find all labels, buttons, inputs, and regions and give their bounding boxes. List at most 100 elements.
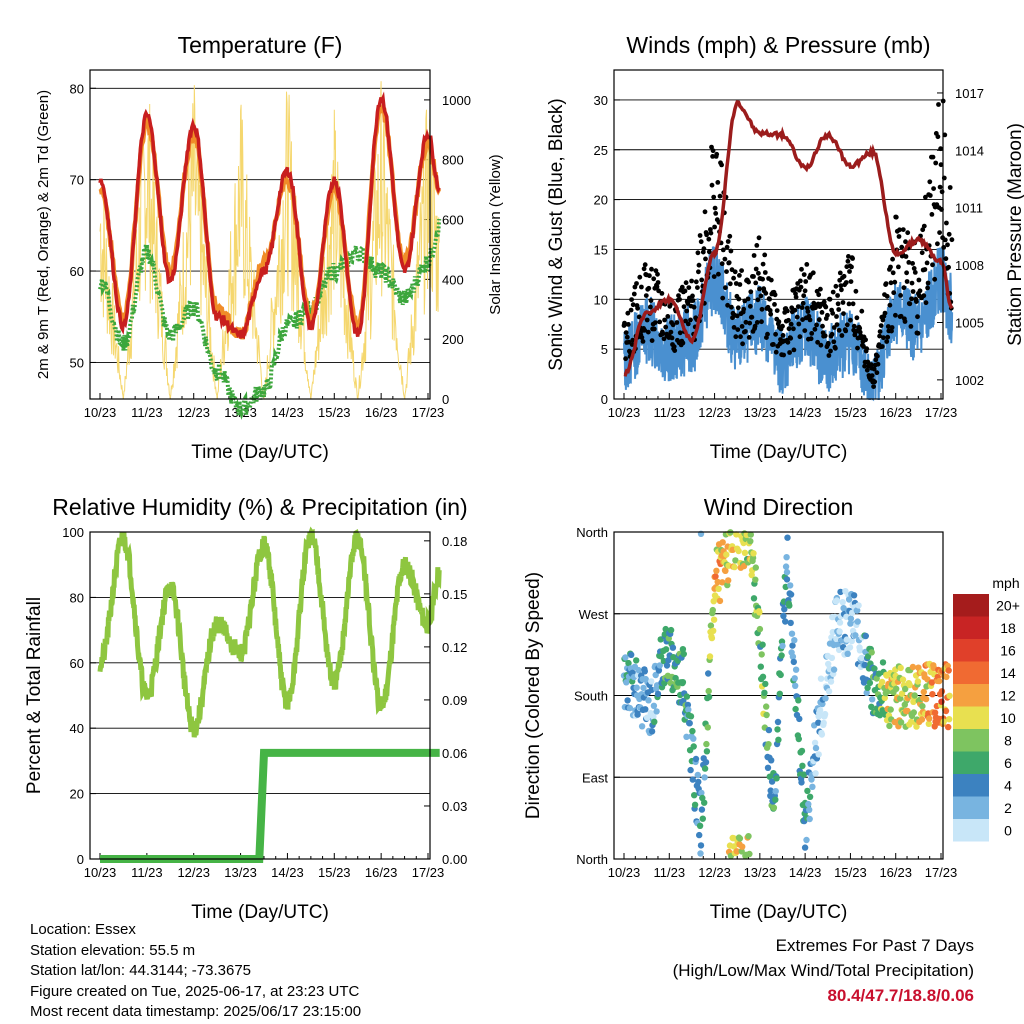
gust-point (921, 223, 927, 229)
direction-point (732, 557, 739, 564)
gust-point (654, 284, 660, 290)
gust-point (863, 337, 868, 343)
gust-point (884, 339, 890, 344)
gust-point (792, 307, 798, 313)
direction-point (641, 668, 648, 675)
direction-point (622, 654, 629, 661)
gust-point (830, 310, 836, 316)
direction-point (679, 646, 687, 653)
gust-point (905, 230, 911, 236)
x-tick-label: 10/23 (84, 405, 117, 420)
gust-point (893, 312, 898, 318)
direction-point (942, 707, 950, 715)
direction-point (798, 747, 806, 755)
gust-point (864, 346, 870, 352)
gust-point (805, 309, 811, 314)
direction-point (747, 531, 754, 538)
colorbar-label: 16 (1000, 642, 1016, 658)
colorbar-swatch (953, 819, 989, 842)
gust-point (746, 335, 752, 340)
direction-point (914, 678, 922, 685)
direction-point (731, 563, 738, 571)
gust-point (637, 274, 643, 280)
direction-point (938, 688, 946, 695)
colorbar-swatch (953, 684, 989, 707)
gust-point (684, 308, 690, 314)
gust-point (874, 370, 880, 376)
chart-title: Wind Direction (704, 494, 854, 520)
direction-point (792, 682, 799, 689)
direction-point (699, 815, 706, 822)
gust-point (812, 326, 818, 332)
gust-point (791, 326, 796, 332)
gust-point (708, 230, 714, 236)
gust-point (804, 262, 810, 267)
gust-point (917, 288, 923, 294)
extremes-title: Extremes For Past 7 Days (775, 936, 974, 955)
gust-point (932, 276, 938, 282)
gust-point (877, 329, 883, 334)
gust-point (772, 302, 777, 307)
gust-point (771, 342, 776, 347)
gust-point (838, 283, 844, 289)
direction-point (648, 728, 656, 735)
direction-point (642, 706, 649, 713)
gust-point (725, 239, 731, 244)
gust-point (931, 186, 936, 192)
gust-point (732, 269, 738, 275)
direction-point (633, 684, 640, 691)
gust-point (855, 345, 860, 351)
x-tick-label: 14/23 (789, 865, 822, 880)
gust-point (635, 305, 640, 311)
plot-frame (89, 531, 431, 860)
colorbar-label: 0 (1004, 822, 1012, 838)
gust-point (859, 308, 865, 314)
direction-point (887, 706, 894, 713)
direction-point (767, 787, 774, 794)
x-tick-label: 11/23 (131, 405, 163, 420)
gust-point (772, 292, 778, 298)
direction-point (764, 764, 772, 771)
direction-point (897, 664, 904, 672)
direction-point (828, 654, 836, 662)
gust-point (669, 335, 675, 341)
direction-point (799, 762, 806, 769)
direction-point (716, 597, 724, 605)
gust-point (916, 277, 922, 283)
gust-point (681, 304, 687, 310)
gust-point (929, 212, 935, 217)
gust-point (727, 233, 733, 239)
gust-point (885, 334, 891, 340)
direction-point (652, 671, 659, 679)
station-info: Location: Essex Station elevation: 55.5 … (30, 920, 361, 1023)
gust-point (677, 330, 683, 336)
direction-point (820, 719, 827, 727)
gust-point (708, 227, 713, 232)
y-tick-label: North (576, 852, 608, 867)
direction-point (759, 641, 766, 648)
gust-point (904, 270, 909, 276)
colorbar-label: 8 (1004, 732, 1012, 748)
direction-point (746, 850, 753, 858)
direction-point (805, 800, 812, 808)
direction-point (714, 578, 721, 586)
gust-point (754, 243, 760, 248)
y-axis-label: Percent & Total Rainfall (24, 597, 45, 794)
gust-point (739, 324, 745, 329)
gust-point (794, 314, 800, 320)
gust-point (880, 317, 886, 323)
gust-point (623, 356, 628, 362)
gust-point (897, 227, 902, 233)
direction-point (709, 606, 716, 614)
gust-point (786, 317, 791, 323)
direction-point (834, 641, 841, 649)
gust-point (655, 280, 661, 285)
plot-frame (613, 69, 944, 400)
y-right-tick-label: 1008 (955, 258, 984, 273)
gust-point (758, 293, 764, 299)
direction-point (817, 675, 825, 682)
gust-point (695, 285, 700, 290)
gust-point (674, 320, 680, 325)
gust-point (943, 256, 949, 262)
direction-point (690, 743, 697, 750)
